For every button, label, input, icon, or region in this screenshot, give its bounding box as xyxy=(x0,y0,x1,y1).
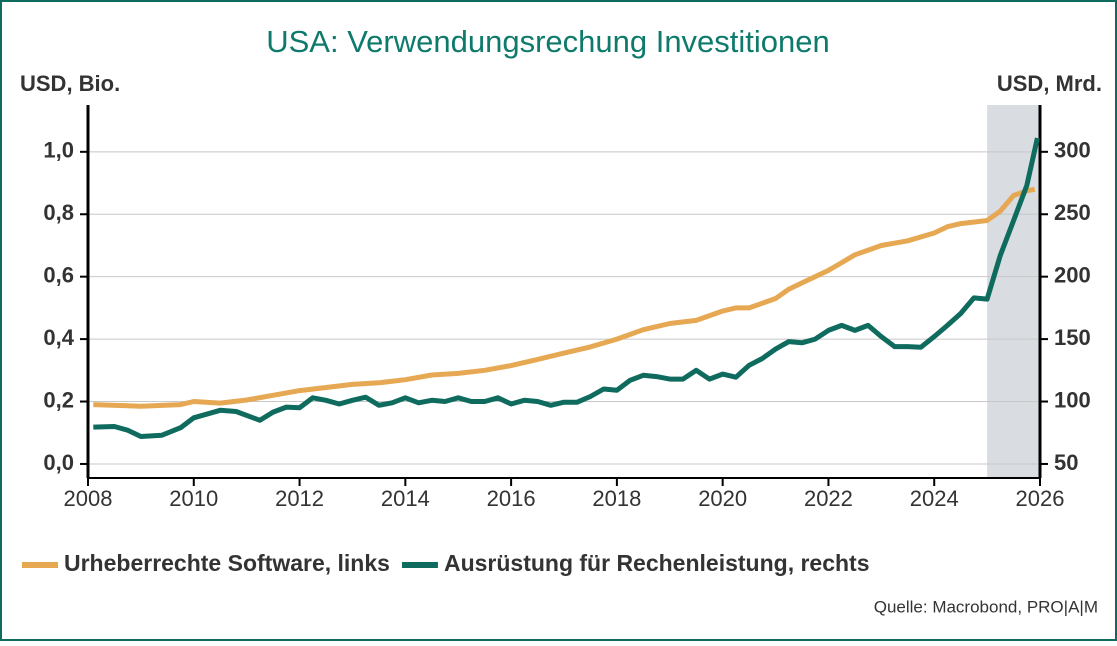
y-axis-label: USD, Bio. xyxy=(20,71,120,96)
x-tick-label: 2022 xyxy=(804,486,853,511)
y2-tick-label: 300 xyxy=(1054,138,1091,163)
x-tick-label: 2010 xyxy=(169,486,218,511)
y2-tick-label: 250 xyxy=(1054,200,1091,225)
y-tick-label: 0,2 xyxy=(43,387,74,412)
source: Quelle: Macrobond, PRO|A|M xyxy=(874,597,1098,616)
y-tick-label: 0,4 xyxy=(43,325,74,350)
y-tick-label: 0,8 xyxy=(43,200,74,225)
y2-axis-label: USD, Mrd. xyxy=(997,71,1102,96)
x-tick-label: 2014 xyxy=(381,486,430,511)
y-tick-label: 1,0 xyxy=(43,138,74,163)
y2-tick-label: 150 xyxy=(1054,325,1091,350)
x-tick-label: 2008 xyxy=(64,486,113,511)
x-tick-label: 2012 xyxy=(275,486,324,511)
x-tick-label: 2018 xyxy=(592,486,641,511)
y-tick-label: 0,0 xyxy=(43,450,74,475)
x-tick-label: 2026 xyxy=(1016,486,1065,511)
series-line xyxy=(93,186,1036,409)
series-line xyxy=(93,137,1040,439)
y2-tick-label: 100 xyxy=(1054,387,1091,412)
legend-label: Ausrüstung für Rechenleistung, rechts xyxy=(444,550,870,576)
x-tick-label: 2024 xyxy=(910,486,959,511)
x-tick-label: 2016 xyxy=(487,486,536,511)
y2-tick-label: 200 xyxy=(1054,262,1091,287)
y-tick-label: 0,6 xyxy=(43,262,74,287)
x-tick-label: 2020 xyxy=(698,486,747,511)
legend-label: Urheberrechte Software, links xyxy=(64,550,390,576)
y2-tick-label: 50 xyxy=(1054,450,1078,475)
chart-title: USA: Verwendungsrechung Investitionen xyxy=(266,24,830,59)
